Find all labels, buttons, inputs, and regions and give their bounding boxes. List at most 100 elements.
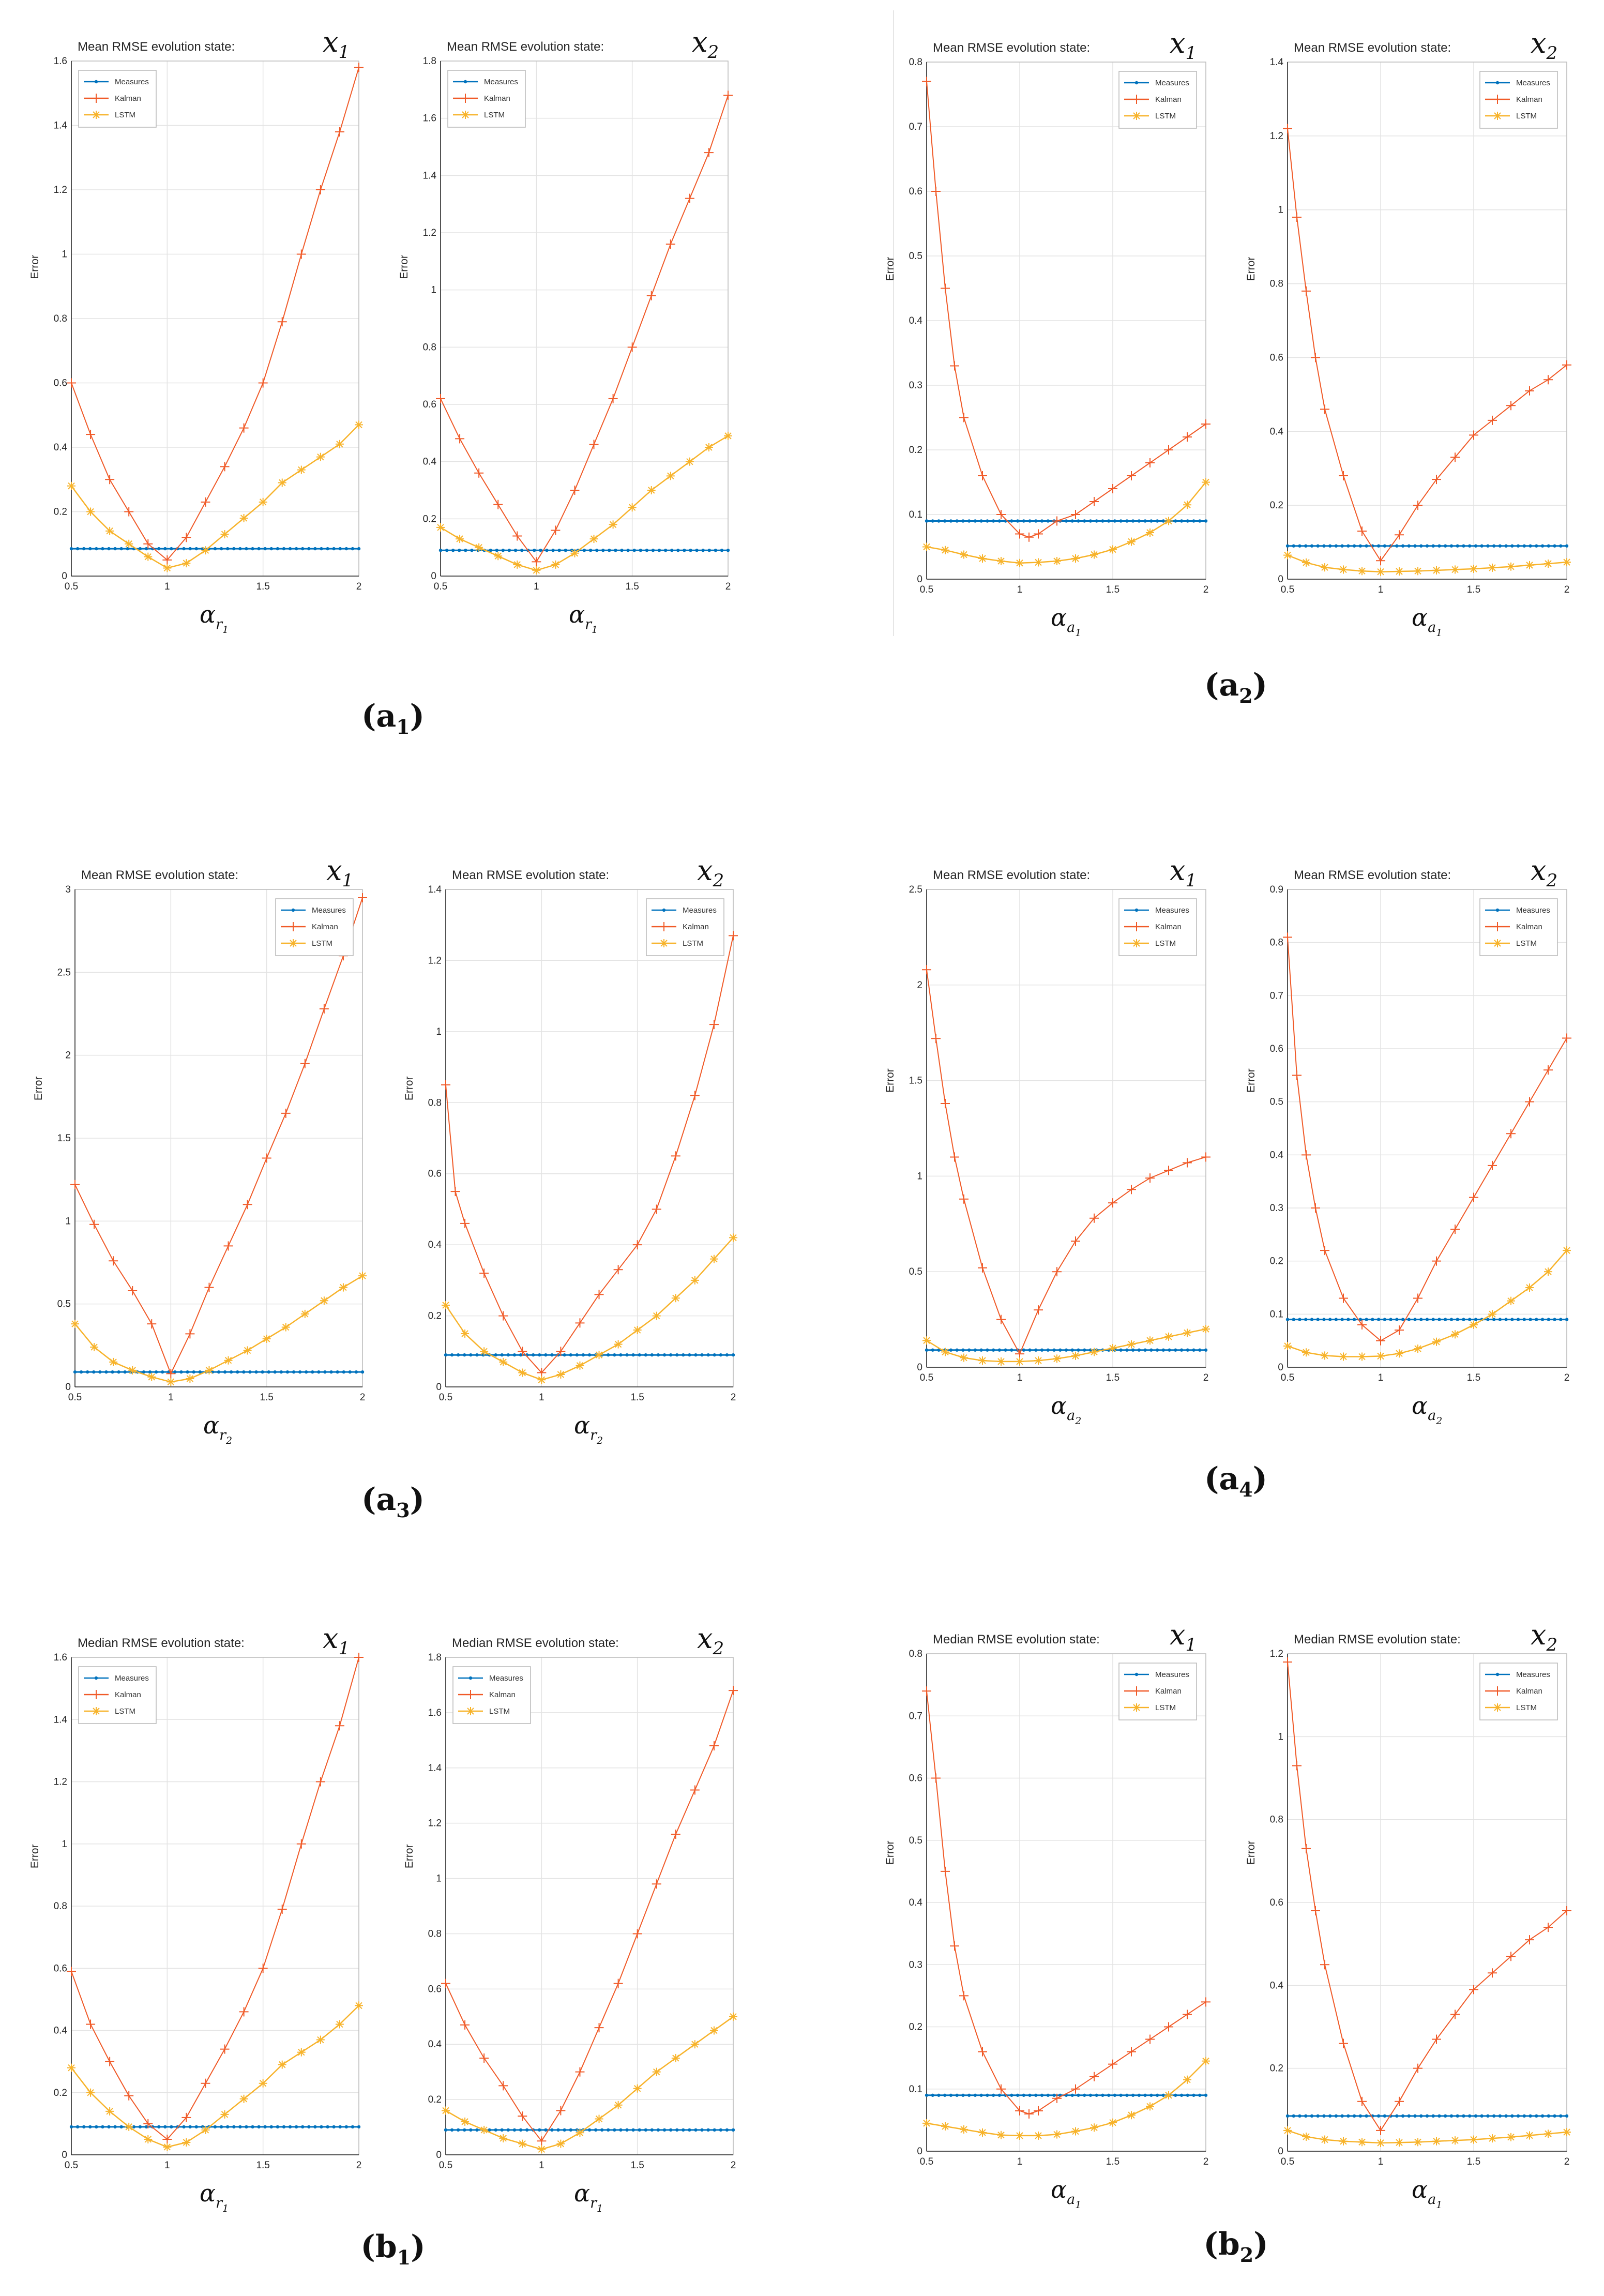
y-tick-label: 0.8 — [428, 1097, 442, 1108]
data-point-measures — [475, 2128, 479, 2132]
data-point-lstm — [182, 2138, 191, 2147]
y-tick-label: 0.4 — [423, 457, 437, 467]
data-point-measures — [148, 1370, 152, 1374]
legend-marker-measures — [1134, 1672, 1139, 1676]
legend-label-kalman: Kalman — [1155, 923, 1182, 931]
data-point-measures — [254, 1370, 258, 1374]
series-lstm — [442, 1233, 737, 1384]
data-point-kalman — [1052, 1267, 1062, 1277]
data-point-lstm — [532, 566, 541, 575]
data-point-kalman — [632, 1240, 642, 1250]
data-point-measures — [1553, 2114, 1556, 2118]
data-point-measures — [1149, 1348, 1153, 1352]
data-point-measures — [1467, 544, 1472, 548]
series-lstm — [67, 420, 363, 572]
data-point-kalman — [1145, 458, 1155, 467]
data-point-measures — [107, 547, 111, 551]
data-point-kalman — [1320, 404, 1329, 414]
data-point-lstm — [518, 1368, 527, 1377]
series-line-kalman — [1287, 128, 1567, 562]
data-point-measures — [1425, 1318, 1429, 1321]
data-point-measures — [613, 2128, 616, 2132]
data-point-measures — [644, 1353, 647, 1357]
legend: Measures Kalman LSTM — [452, 1666, 531, 1724]
data-point-measures — [1529, 1318, 1532, 1321]
data-point-measures — [1535, 2114, 1538, 2118]
chart-grid: 0 0.2 0.4 0.6 0.8 1 1.2 1.4 1.6 0.5 1 1.5 2 Mean RMSE… — [29, 26, 1571, 2214]
y-axis-label: Error — [33, 1076, 44, 1100]
data-point-measures — [532, 1353, 535, 1357]
data-point-measures — [238, 2125, 242, 2129]
data-point-measures — [317, 1370, 321, 1374]
series-line-lstm — [440, 435, 729, 571]
series-kalman — [922, 965, 1210, 1359]
data-point-measures — [225, 547, 230, 551]
legend-label-measures: Measures — [484, 78, 518, 86]
series-line-kalman — [440, 95, 729, 563]
data-point-measures — [955, 519, 959, 523]
data-point-measures — [354, 1370, 358, 1374]
y-tick-label: 0.4 — [428, 2039, 442, 2050]
data-point-measures — [512, 2128, 517, 2132]
data-point-measures — [298, 1370, 302, 1374]
y-axis-label: Error — [884, 257, 896, 281]
data-point-measures — [1516, 2114, 1520, 2118]
data-point-lstm — [1071, 554, 1080, 563]
legend-label-lstm: LSTM — [1155, 1703, 1176, 1712]
legend-marker-kalman — [92, 94, 101, 103]
data-point-measures — [450, 2128, 454, 2132]
legend-marker-lstm — [92, 111, 100, 119]
panel-label-group: (a1) (a2) (a3) (a4) (b1) (b2) — [360, 667, 1268, 2269]
data-point-kalman — [239, 2007, 249, 2017]
y-tick-label: 2 — [917, 980, 922, 991]
data-point-kalman — [537, 2136, 547, 2146]
chart-title: Median RMSE evolution state: — [78, 1636, 245, 1650]
data-point-lstm — [724, 431, 732, 440]
data-point-lstm — [1016, 2131, 1024, 2140]
legend-label-kalman: Kalman — [1516, 95, 1542, 104]
data-point-measures — [1192, 1348, 1196, 1352]
data-point-measures — [1004, 1348, 1007, 1352]
data-point-measures — [967, 519, 971, 523]
data-point-lstm — [576, 2128, 584, 2137]
data-point-lstm — [978, 2128, 987, 2137]
data-point-measures — [1486, 2114, 1490, 2118]
data-point-measures — [338, 547, 342, 551]
data-point-measures — [1149, 519, 1153, 523]
legend-label-measures: Measures — [1155, 906, 1189, 915]
chart-a1-x1: 0 0.2 0.4 0.6 0.8 1 1.2 1.4 1.6 0.5 1 1.5 2 Mean RMSE… — [29, 26, 364, 636]
data-point-lstm — [1090, 1348, 1098, 1356]
data-point-measures — [991, 1348, 995, 1352]
legend-marker-lstm — [1493, 1703, 1502, 1712]
data-point-kalman — [498, 2081, 508, 2091]
data-point-lstm — [144, 552, 153, 561]
data-point-kalman — [1089, 497, 1099, 506]
data-point-measures — [282, 2125, 286, 2129]
data-point-measures — [955, 1348, 959, 1352]
data-point-lstm — [67, 481, 75, 490]
data-point-lstm — [67, 2063, 75, 2072]
data-point-measures — [344, 547, 349, 551]
data-point-measures — [1064, 519, 1068, 523]
data-point-measures — [475, 1353, 479, 1357]
data-point-measures — [1083, 519, 1086, 523]
data-point-measures — [1492, 1318, 1496, 1321]
series-lstm — [442, 2012, 737, 2154]
data-point-measures — [1113, 519, 1117, 523]
data-point-measures — [1376, 1318, 1381, 1321]
data-point-kalman — [1469, 1985, 1478, 1995]
data-point-lstm — [537, 2145, 546, 2154]
data-point-kalman — [996, 510, 1006, 519]
data-point-lstm — [480, 1347, 489, 1356]
data-point-lstm — [1053, 1354, 1061, 1363]
data-point-measures — [707, 549, 711, 552]
data-point-measures — [694, 2128, 698, 2132]
data-point-measures — [545, 549, 549, 552]
data-point-measures — [1340, 1318, 1344, 1321]
data-point-measures — [563, 1353, 566, 1357]
data-point-lstm — [595, 2114, 603, 2123]
data-point-lstm — [436, 523, 445, 532]
data-point-kalman — [436, 394, 445, 403]
data-point-measures — [282, 547, 286, 551]
x-tick-label: 1.5 — [630, 1392, 644, 1403]
